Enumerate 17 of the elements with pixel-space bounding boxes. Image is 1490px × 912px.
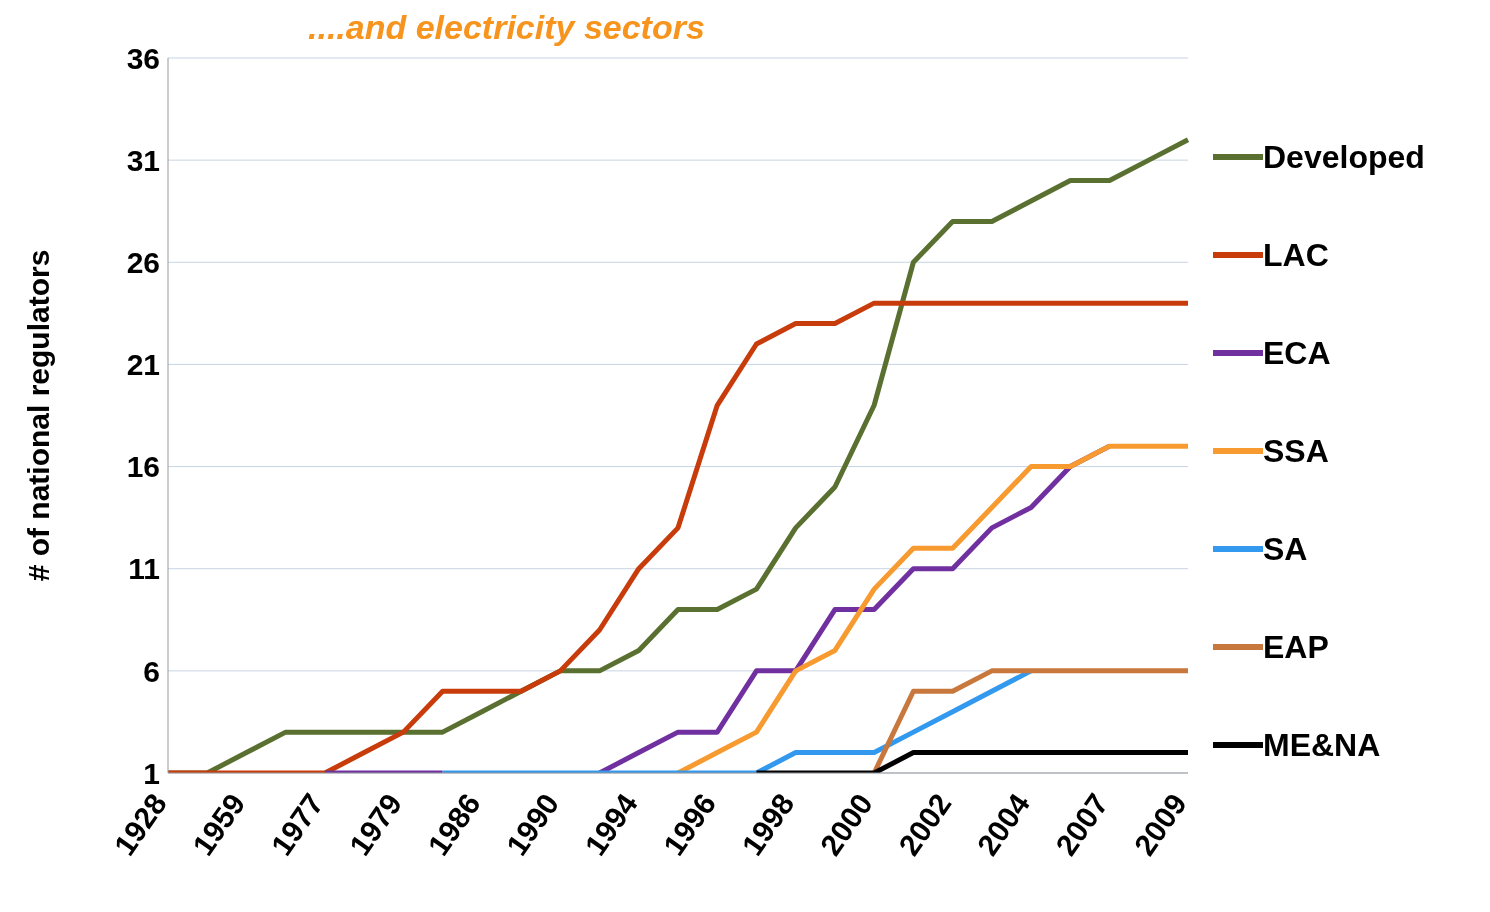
- legend-label: SSA: [1263, 432, 1329, 470]
- legend-label: ECA: [1263, 334, 1331, 372]
- legend-label: ME&NA: [1263, 726, 1381, 764]
- y-tick-label: 31: [126, 143, 160, 177]
- y-tick-label: 21: [126, 348, 160, 382]
- legend-label: SA: [1263, 530, 1308, 568]
- y-axis-title: # of national regulators: [21, 249, 55, 582]
- legend-label: EAP: [1263, 628, 1329, 666]
- y-tick-label: 16: [126, 450, 160, 484]
- y-tick-label: 6: [143, 654, 160, 688]
- y-tick-label: 1: [143, 756, 160, 790]
- legend-label: LAC: [1263, 236, 1329, 274]
- y-tick-label: 11: [128, 552, 160, 586]
- legend-label: Developed: [1263, 138, 1425, 176]
- chart-title: ....and electricity sectors: [308, 8, 705, 47]
- y-tick-label: 26: [126, 245, 160, 279]
- y-tick-label: 36: [126, 41, 160, 75]
